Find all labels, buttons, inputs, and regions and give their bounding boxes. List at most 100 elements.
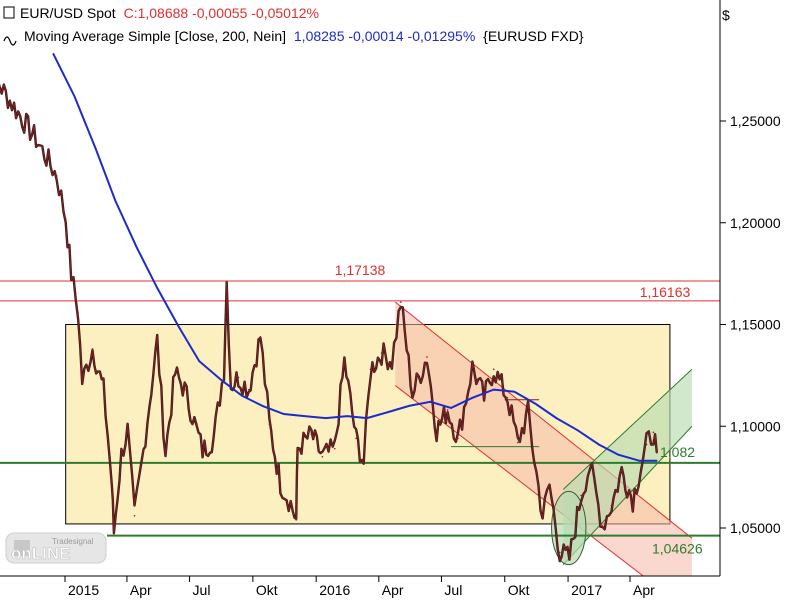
price-point-56 (527, 411, 529, 413)
price-point-50 (457, 437, 459, 440)
x-tick-label-7: Okt (508, 582, 530, 598)
price-point-58 (541, 514, 544, 517)
currency-symbol: $ (722, 7, 730, 23)
price-point-34 (295, 519, 298, 521)
ma-point-20 (471, 396, 474, 399)
up-channel-upper (562, 368, 693, 490)
price-point-15 (126, 429, 129, 432)
header-line-1: EUR/USD Spot C:1,08688 -0,00055 -0,05012… (20, 5, 319, 21)
up-channel (563, 369, 692, 565)
ma-point-13 (325, 417, 327, 419)
x-tick-label-0: 2015 (68, 582, 99, 598)
price-point-40 (355, 437, 357, 440)
price-point-59 (548, 484, 551, 487)
header-symbol: {EURUSD FXD} (483, 28, 584, 44)
price-legend-icon (3, 6, 15, 19)
y-tick-label-4: 1,25000 (730, 113, 781, 129)
ma-point-22 (513, 390, 516, 393)
y-axis: 1,05000 1,10000 1,15000 1,20000 1,25000 (720, 113, 781, 536)
level-label-3: 1,04626 (652, 541, 703, 557)
level-label-2: 1,082 (660, 444, 695, 460)
ma-point-3 (114, 199, 117, 202)
ma-point-27 (617, 453, 620, 456)
price-point-21 (183, 388, 186, 391)
price-point-4 (55, 175, 58, 177)
price-point-32 (279, 482, 282, 485)
price-point-14 (120, 453, 123, 456)
level-label-1: 1,16163 (640, 284, 691, 300)
price-point-47 (426, 356, 428, 358)
x-tick-label-9: Apr (633, 582, 655, 598)
price-point-23 (201, 449, 204, 452)
price-point-11 (106, 433, 109, 436)
price-point-12 (110, 482, 113, 485)
price-point-61 (568, 557, 571, 560)
watermark-small: Tradesignal (52, 537, 94, 546)
ma-point-16 (387, 411, 390, 413)
ma-point-10 (261, 405, 264, 407)
price-point-49 (446, 409, 449, 411)
price-point-24 (212, 437, 215, 440)
y-tick-label-3: 1,20000 (730, 215, 781, 231)
y-tick-label-0: 1,05000 (730, 520, 781, 536)
pattern-zones (65, 301, 693, 576)
price-point-55 (517, 441, 519, 444)
price-point-38 (333, 447, 336, 450)
price-point-25 (223, 368, 225, 371)
watermark-large: onLINE (11, 544, 71, 563)
level-label-0: 1,17138 (335, 262, 386, 278)
price-point-62 (580, 494, 582, 497)
ma-point-5 (156, 287, 159, 289)
price-point-29 (247, 388, 250, 391)
ma-point-24 (555, 417, 558, 419)
header-instrument: EUR/USD Spot (20, 5, 116, 21)
x-tick-label-2: Jul (193, 582, 211, 598)
price-point-39 (343, 360, 346, 362)
x-tick-label-1: Apr (130, 582, 152, 598)
ma-legend-icon (3, 36, 17, 46)
price-point-44 (391, 360, 393, 362)
level-labels: 1,17138 1,16163 1,082 1,04626 (335, 262, 703, 557)
price-point-31 (268, 423, 271, 426)
price-point-65 (610, 504, 613, 507)
price-point-42 (369, 368, 372, 371)
down-channel (395, 302, 692, 576)
price-point-19 (164, 451, 167, 454)
price-point-68 (645, 443, 648, 446)
price-point-6 (70, 272, 72, 275)
price-point-64 (601, 525, 604, 527)
ma-point-26 (598, 443, 600, 446)
price-point-7 (77, 311, 79, 314)
x-tick-label-3: Okt (256, 582, 278, 598)
price-point-30 (259, 335, 262, 338)
price-point-63 (589, 464, 591, 466)
down-channel-upper (395, 301, 693, 539)
price-point-57 (531, 443, 534, 446)
ma-point-11 (283, 413, 285, 415)
header-indicator: Moving Average Simple [Close, 200, Nein] (24, 28, 286, 44)
price-point-28 (237, 376, 240, 379)
y-tick-label-2: 1,15000 (730, 317, 781, 333)
price-line (0, 84, 658, 562)
header-ma-values: 1,08285 -0,00014 -0,01295% (294, 28, 475, 44)
ma-point-8 (219, 378, 222, 381)
price-point-20 (174, 372, 176, 375)
chart-header: EUR/USD Spot C:1,08688 -0,00055 -0,05012… (3, 5, 584, 46)
price-point-70 (656, 451, 658, 454)
ma-point-4 (135, 246, 138, 248)
ma-point-15 (366, 417, 368, 419)
ma-point-17 (408, 405, 410, 407)
x-tick-label-6: Jul (444, 582, 462, 598)
ma-point-29 (656, 460, 658, 462)
ma-point-23 (534, 403, 537, 405)
y-tick-label-1: 1,10000 (730, 418, 781, 434)
price-point-52 (483, 396, 485, 399)
ma-point-25 (576, 429, 579, 432)
price-point-18 (156, 339, 159, 342)
price-point-48 (435, 429, 438, 432)
price-point-46 (411, 392, 414, 395)
price-point-66 (620, 470, 623, 472)
price-point-17 (142, 449, 145, 452)
ma-point-14 (346, 415, 348, 417)
